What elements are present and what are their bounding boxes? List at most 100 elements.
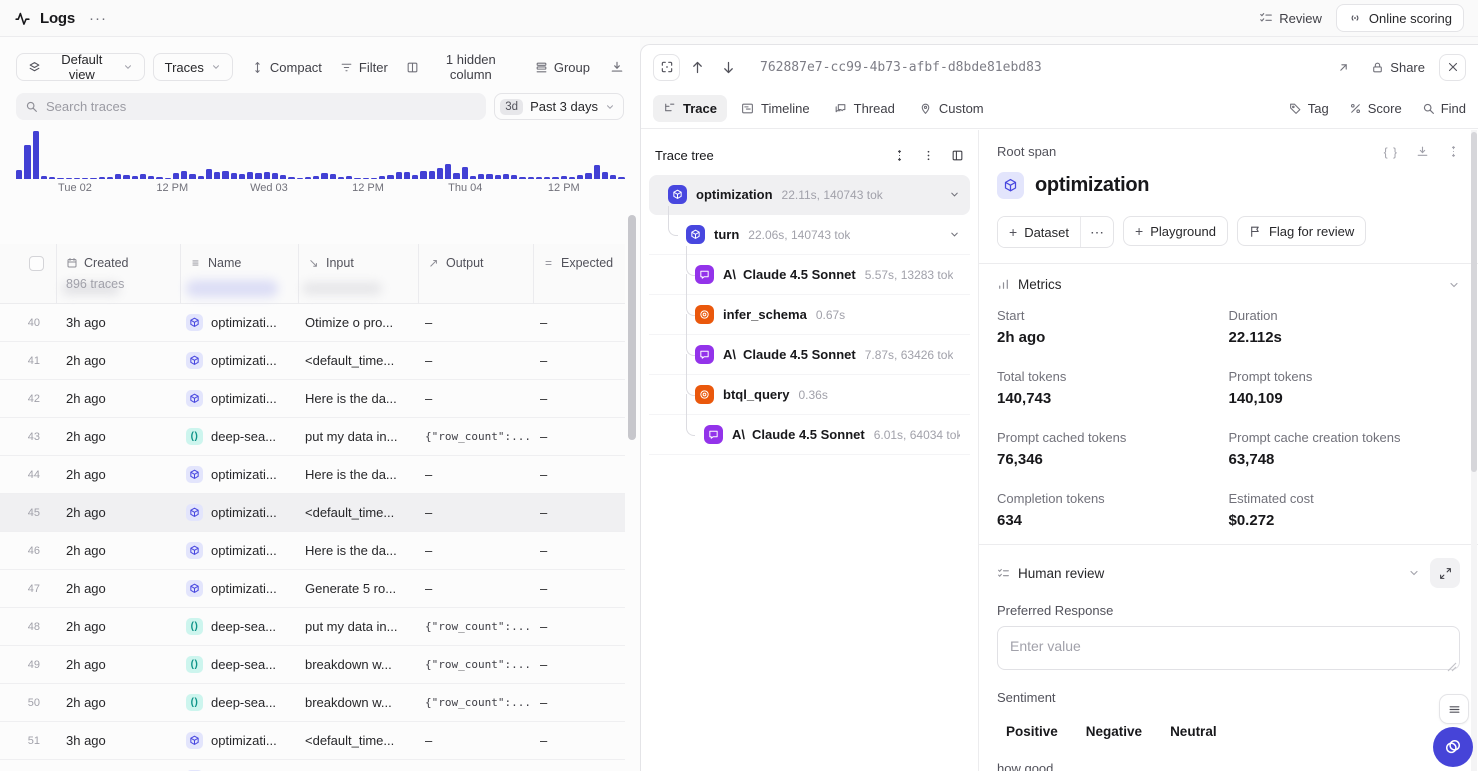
histogram-bar [305, 177, 311, 179]
find-button[interactable]: Find [1422, 101, 1466, 116]
download-button[interactable] [610, 60, 624, 74]
function-parens-icon: () [186, 656, 203, 673]
review-button[interactable]: Review [1259, 11, 1322, 26]
table-row[interactable]: 48 2h ago () deep-sea... put my data in.… [0, 608, 625, 646]
column-header-output[interactable]: ↗ Output [418, 244, 533, 304]
tab-custom[interactable]: Custom [909, 95, 994, 122]
chevron-down-icon[interactable] [1408, 567, 1420, 579]
expand-all-icon[interactable] [1447, 145, 1460, 158]
trace-id[interactable]: 762887e7-cc99-4b73-afbf-d8bde81ebd83 [760, 60, 1042, 75]
expand-review-button[interactable] [1430, 558, 1460, 588]
previous-trace-button[interactable] [684, 54, 711, 81]
compact-toggle[interactable]: Compact [251, 60, 322, 75]
pulse-logo-icon [14, 10, 31, 27]
table-row[interactable]: 47 2h ago () optimizati... Generate 5 ro… [0, 570, 625, 608]
tab-thread[interactable]: Thread [824, 95, 905, 122]
table-row[interactable]: 52 3h ago () optimizati... You are helpi… [0, 760, 625, 771]
cell-created: 3h ago [56, 733, 180, 748]
score-button[interactable]: Score [1349, 101, 1402, 116]
view-selector[interactable]: Default view [16, 53, 145, 81]
traces-selector[interactable]: Traces [153, 53, 233, 81]
braintrust-logo-button[interactable] [1433, 727, 1473, 767]
open-external-button[interactable] [1330, 54, 1357, 81]
open-in-playground-button[interactable]: Playground [1123, 216, 1228, 246]
filter-button[interactable]: Filter [340, 60, 388, 75]
x-axis-tick: Wed 03 [250, 182, 288, 194]
preferred-response-wrapper [997, 626, 1460, 675]
function-parens-icon: () [186, 694, 203, 711]
human-review-section-header[interactable]: Human review [997, 558, 1460, 588]
cell-expected: – [533, 619, 625, 634]
table-row[interactable]: 40 3h ago () optimizati... Otimize o pro… [0, 304, 625, 342]
gantt-icon [741, 102, 754, 115]
select-all-checkbox[interactable] [29, 256, 44, 271]
chevron-down-icon [605, 102, 615, 112]
trace-histogram[interactable]: Tue 0212 PMWed 0312 PMThu 0412 PM [16, 131, 624, 193]
preferred-response-input[interactable] [997, 626, 1460, 670]
kebab-menu-icon[interactable] [922, 149, 935, 162]
trace-tree-item[interactable]: A\ Claude 4.5 Sonnet 7.87s, 63426 tok [649, 335, 970, 375]
download-icon[interactable] [1416, 145, 1429, 158]
sentiment-option-button[interactable]: Negative [1077, 717, 1151, 746]
metric-value: 76,346 [997, 451, 1229, 468]
focus-span-button[interactable] [653, 54, 680, 81]
tag-button[interactable]: Tag [1289, 101, 1329, 116]
sentiment-option-button[interactable]: Neutral [1161, 717, 1226, 746]
hidden-columns-button[interactable]: 1 hidden column [406, 52, 517, 82]
resize-grip-icon[interactable] [1447, 662, 1457, 672]
json-view-icon[interactable]: { } [1384, 145, 1398, 159]
column-header-input[interactable]: ↘ Input [298, 244, 418, 304]
add-to-dataset-button[interactable]: Dataset [998, 217, 1080, 247]
trace-tree-item[interactable]: A\ btql_query 0.36s [649, 375, 970, 415]
trace-tree-item[interactable]: A\ infer_schema 0.67s [649, 295, 970, 335]
metric-value: $0.272 [1229, 512, 1461, 529]
detail-scrollbar[interactable] [1471, 130, 1477, 771]
next-trace-button[interactable] [715, 54, 742, 81]
online-scoring-button[interactable]: Online scoring [1336, 4, 1464, 32]
table-row[interactable]: 45 2h ago () optimizati... <default_time… [0, 494, 625, 532]
column-header-created[interactable]: Created [56, 244, 180, 304]
trace-tree-item[interactable]: A\ turn 22.06s, 140743 tok [649, 215, 970, 255]
table-scrollbar-thumb[interactable] [628, 215, 636, 440]
table-row[interactable]: 42 2h ago () optimizati... Here is the d… [0, 380, 625, 418]
histogram-bar [297, 178, 303, 179]
bar-chart-icon [997, 278, 1010, 291]
metric-value: 2h ago [997, 329, 1229, 346]
table-row[interactable]: 51 3h ago () optimizati... <default_time… [0, 722, 625, 760]
side-menu-button[interactable] [1439, 694, 1469, 724]
metrics-section-header[interactable]: Metrics [997, 277, 1460, 292]
histogram-bar [247, 172, 253, 179]
histogram-bar [338, 177, 344, 179]
table-row[interactable]: 49 2h ago () deep-sea... breakdown w... … [0, 646, 625, 684]
flag-for-review-button[interactable]: Flag for review [1237, 216, 1366, 246]
task-cube-icon [186, 314, 203, 331]
table-row[interactable]: 46 2h ago () optimizati... Here is the d… [0, 532, 625, 570]
dataset-more-button[interactable]: ⋯ [1080, 217, 1113, 247]
expand-all-icon[interactable] [893, 149, 906, 162]
close-panel-button[interactable] [1439, 54, 1466, 81]
detail-scrollbar-thumb[interactable] [1471, 132, 1477, 472]
group-button[interactable]: Group [535, 60, 590, 75]
search-input[interactable] [46, 99, 477, 114]
collapse-panel-icon[interactable] [951, 149, 964, 162]
column-header-expected[interactable]: = Expected [533, 244, 625, 304]
table-row[interactable]: 44 2h ago () optimizati... Here is the d… [0, 456, 625, 494]
chevron-down-icon[interactable] [949, 189, 960, 200]
page-more-button[interactable]: ··· [89, 10, 107, 27]
sentiment-option-button[interactable]: Positive [997, 717, 1067, 746]
share-button[interactable]: Share [1371, 60, 1425, 75]
table-row[interactable]: 41 2h ago () optimizati... <default_time… [0, 342, 625, 380]
trace-tree-item[interactable]: A\ Claude 4.5 Sonnet 5.57s, 13283 tok [649, 255, 970, 295]
tab-trace[interactable]: Trace [653, 95, 727, 122]
chevron-down-icon[interactable] [1448, 279, 1460, 291]
search-input-wrapper[interactable] [16, 93, 486, 120]
histogram-bar [602, 172, 608, 179]
trace-tree-item[interactable]: A\ optimization 22.11s, 140743 tok [649, 175, 970, 215]
chevron-down-icon[interactable] [949, 229, 960, 240]
tab-timeline[interactable]: Timeline [731, 95, 820, 122]
time-range-selector[interactable]: 3d Past 3 days [494, 93, 624, 120]
table-row[interactable]: 43 2h ago () deep-sea... put my data in.… [0, 418, 625, 456]
llm-chat-icon [695, 345, 714, 364]
trace-tree-item[interactable]: A\ Claude 4.5 Sonnet 6.01s, 64034 tok [649, 415, 970, 455]
table-row[interactable]: 50 2h ago () deep-sea... breakdown w... … [0, 684, 625, 722]
